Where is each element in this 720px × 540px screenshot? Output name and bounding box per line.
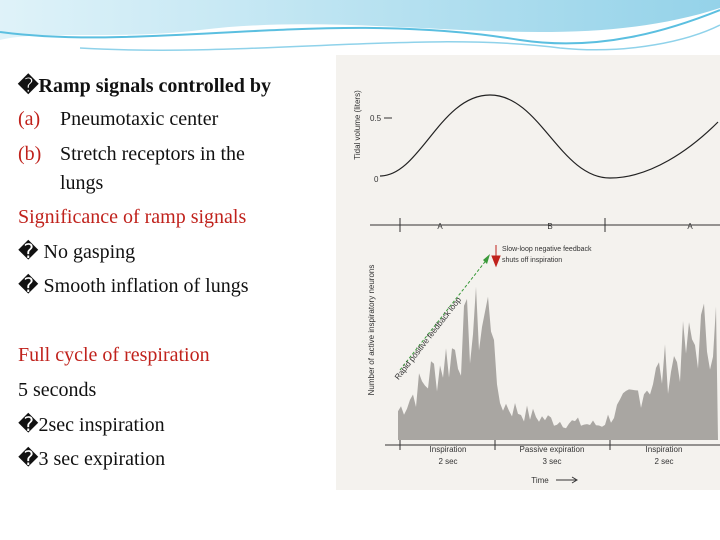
header-wave [0, 9, 720, 45]
note: shuts off inspiration [502, 257, 562, 264]
segment-label: 2 sec [438, 457, 457, 466]
phase-label: B [547, 222, 552, 231]
tick-label: 0 [374, 175, 379, 184]
marker: (a) [18, 108, 41, 130]
bullet: � Smooth inflation of lungs [18, 275, 249, 297]
red-arrow [491, 245, 501, 268]
list-item: Stretch receptors in the lungs [60, 143, 245, 194]
note: Slow-loop negative feedback [502, 246, 592, 253]
phase-label: A [437, 222, 443, 231]
header-wave [0, 0, 720, 40]
neuron-activity [398, 286, 718, 440]
heading: �Ramp signals controlled by [18, 75, 271, 97]
axis-label: Tidal volume (liters) [353, 90, 362, 160]
section-title: Full cycle of respiration [18, 344, 210, 366]
header-wave [79, 24, 720, 51]
list-item: Pneumotaxic center [60, 108, 219, 130]
bullet: �3 sec expiration [18, 448, 166, 470]
segment-label: Passive expiration [520, 445, 585, 454]
bullet: � No gasping [18, 241, 136, 263]
time-arrow [556, 476, 578, 484]
green-arrowhead [483, 254, 490, 264]
volume-curve [379, 94, 719, 179]
marker: (b) [18, 143, 42, 165]
section-title: Significance of ramp signals [18, 206, 247, 228]
segment-label: 2 sec [654, 457, 673, 466]
text: 5 seconds [18, 379, 97, 401]
segment-label: Inspiration [430, 445, 467, 454]
tick-label: 0.5 [370, 114, 382, 123]
bullet: �2sec inspiration [18, 414, 165, 436]
green-arrow [399, 257, 489, 371]
axis-label: Time [531, 476, 549, 485]
segment-label: Inspiration [646, 445, 683, 454]
segment-label: 3 sec [542, 457, 561, 466]
phase-label: A [687, 222, 693, 231]
axis-label: Number of active inspiratory neurons [367, 265, 376, 396]
